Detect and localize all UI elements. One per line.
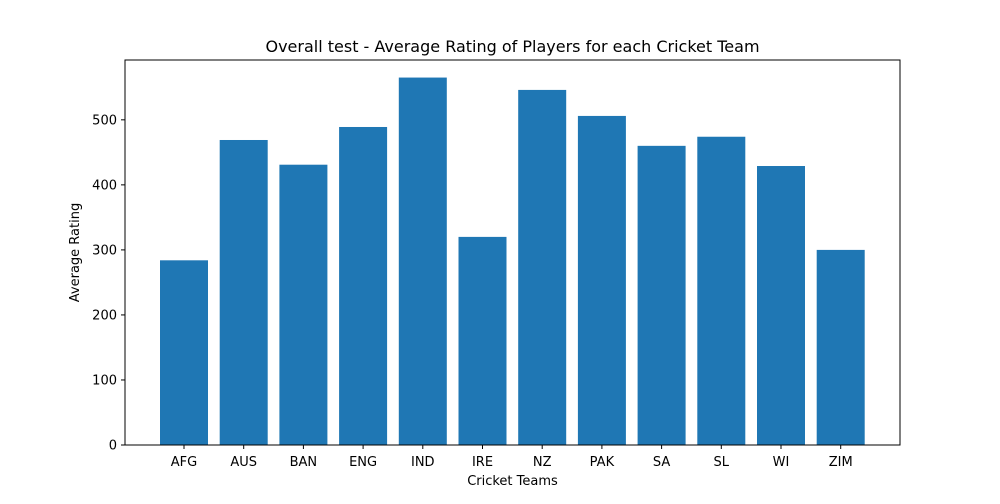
x-tick-label: IND [411,455,435,470]
bar-ind [398,77,447,446]
x-tick-label: PAK [590,455,615,470]
bar-ire [458,236,507,445]
x-tick-label: SL [714,455,730,470]
y-tick-label: 300 [92,243,117,258]
bar-aus [219,139,268,445]
x-tick-label: ZIM [829,455,853,470]
bar-eng [339,126,388,445]
bars-group [160,77,865,446]
chart-title: Overall test - Average Rating of Players… [265,37,759,56]
x-tick-label: BAN [290,455,318,470]
bar-wi [757,166,805,445]
bar-pak [577,115,626,446]
y-axis-ticks: 0 100 200 300 400 500 [92,113,125,454]
x-tick-label: ENG [349,455,377,470]
bar-sa [637,145,686,445]
bar-zim [816,249,865,445]
y-tick-label: 100 [92,373,117,388]
x-tick-label: SA [653,455,670,470]
y-tick-label: 400 [92,178,117,193]
x-axis-label: Cricket Teams [467,474,558,489]
bar-afg [160,260,208,445]
bar-ban [279,164,328,445]
plot-frame [124,59,901,446]
y-axis-label: Average Rating [68,203,83,302]
bar-nz [518,89,567,446]
y-tick-label: 500 [92,113,117,128]
y-tick-label: 0 [109,439,117,454]
x-tick-label: NZ [533,455,552,470]
x-axis-ticks: AFG AUS BAN ENG IND IRE NZ PAK SA SL WI ZIM [171,445,853,470]
bar-sl [697,136,746,445]
x-tick-label: AUS [230,455,257,470]
x-tick-label: IRE [472,455,493,470]
x-tick-label: WI [773,455,790,470]
y-tick-label: 200 [92,308,117,323]
x-tick-label: AFG [171,455,197,470]
